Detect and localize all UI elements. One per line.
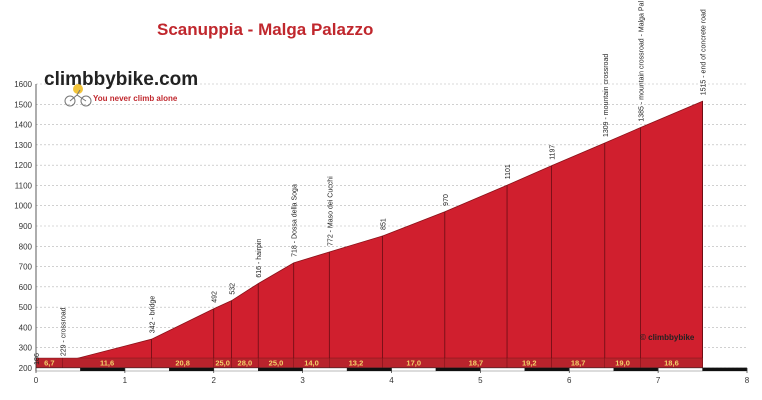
waypoint-label: 1197 xyxy=(549,145,556,160)
segment-grades: 6,7 11,6 20,8 25,0 28,0 25,0 14,0 13,2 17,0 18,7 1… xyxy=(35,357,703,369)
grade-label: 20,8 xyxy=(175,359,190,368)
grade-label: 17,0 xyxy=(406,359,421,368)
km-scale-block xyxy=(613,367,659,372)
profile-area xyxy=(35,100,703,372)
waypoint-label: 616 - hairpin xyxy=(256,239,263,278)
waypoint-label: 1515 - end of concrete road xyxy=(701,9,708,95)
waypoint-label: 342 - bridge xyxy=(150,296,157,333)
y-tick-label: 500 xyxy=(19,303,33,312)
km-scale-block xyxy=(346,367,392,372)
km-scale-block xyxy=(258,367,303,372)
km-scale-block xyxy=(302,367,348,372)
y-tick-label: 900 xyxy=(19,222,33,231)
y-tick-label: 1100 xyxy=(15,181,33,190)
y-tick-label: 200 xyxy=(19,364,33,373)
grade-label: 14,0 xyxy=(304,359,319,368)
waypoint-label: 186 xyxy=(34,353,41,365)
waypoint-label: 772 - Maso dei Cucchi xyxy=(327,176,334,246)
waypoint-label: 851 xyxy=(381,218,388,230)
grade-label: 19,0 xyxy=(615,359,630,368)
grade-label: 13,2 xyxy=(349,359,364,368)
axes: 200 300 400 500 600 700 800 900 1000 1100 1200 1300… xyxy=(14,80,750,385)
grade-label: 28,0 xyxy=(238,359,253,368)
grade-label: 18,7 xyxy=(571,359,586,368)
brand-name: climbbybike.com xyxy=(44,69,198,90)
cyclist-icon xyxy=(64,84,92,107)
x-tick-label: 8 xyxy=(745,376,750,385)
y-tick-label: 1500 xyxy=(14,100,32,109)
grade-label: 19,2 xyxy=(522,359,537,368)
waypoint-label: 1385 - mountain crossroad - Malga Pal xyxy=(638,1,645,122)
km-scale-block xyxy=(80,367,126,372)
x-tick-label: 2 xyxy=(212,376,217,385)
km-scale-block xyxy=(524,367,570,372)
y-tick-label: 700 xyxy=(19,263,33,272)
x-tick-label: 5 xyxy=(478,376,483,385)
km-scale-block xyxy=(569,367,614,372)
x-tick-label: 7 xyxy=(656,376,661,385)
waypoint-label: 229 - crossroad xyxy=(61,307,68,356)
waypoint-label: 492 xyxy=(212,291,219,303)
km-scale-block xyxy=(702,367,748,372)
waypoint-label: 1309 - mountain crossroad xyxy=(603,54,610,137)
y-tick-label: 1400 xyxy=(14,121,32,130)
km-scale-block xyxy=(391,367,437,372)
brand-tagline: You never climb alone xyxy=(93,94,178,103)
y-tick-label: 1600 xyxy=(14,80,32,89)
grade-label: 6,7 xyxy=(44,359,54,368)
waypoint-labels: 186 229 - crossroad 342 - bridge 492 532 616 … xyxy=(34,1,708,365)
km-scale-block xyxy=(169,367,214,372)
watermark: © climbbybike xyxy=(640,333,695,342)
grade-label: 18,7 xyxy=(469,359,484,368)
grade-label: 18,6 xyxy=(664,359,679,368)
km-scale-block xyxy=(480,367,525,372)
x-tick-label: 6 xyxy=(567,376,572,385)
x-tick-label: 0 xyxy=(34,376,39,385)
x-tick-label: 3 xyxy=(300,376,305,385)
y-tick-label: 1000 xyxy=(14,202,32,211)
waypoint-label: 718 - Dossa della Soga xyxy=(292,184,299,257)
brand-logo: climbbybike.com You never climb alone xyxy=(44,69,198,107)
km-scale-block xyxy=(213,367,259,372)
waypoint-label: 532 xyxy=(230,283,237,295)
grade-label: 25,0 xyxy=(269,359,284,368)
waypoint-label: 1101 xyxy=(505,164,512,179)
km-scale-block xyxy=(35,367,81,372)
chart-title: Scanuppia - Malga Palazzo xyxy=(157,20,373,39)
y-tick-label: 1200 xyxy=(14,161,32,170)
y-tick-label: 400 xyxy=(19,323,33,332)
y-tick-label: 600 xyxy=(19,283,33,292)
grade-label: 11,6 xyxy=(100,359,114,368)
y-tick-label: 800 xyxy=(19,242,33,251)
elevation-profile xyxy=(35,100,703,372)
y-tick-label: 300 xyxy=(19,344,33,353)
x-tick-label: 1 xyxy=(123,376,128,385)
km-scale-block xyxy=(435,367,481,372)
y-tick-label: 1300 xyxy=(14,141,32,150)
km-scale-block xyxy=(124,367,170,372)
x-tick-label: 4 xyxy=(389,376,394,385)
waypoint-label: 970 xyxy=(443,194,450,206)
grade-label: 25,0 xyxy=(215,359,230,368)
km-scale-block xyxy=(657,367,703,372)
